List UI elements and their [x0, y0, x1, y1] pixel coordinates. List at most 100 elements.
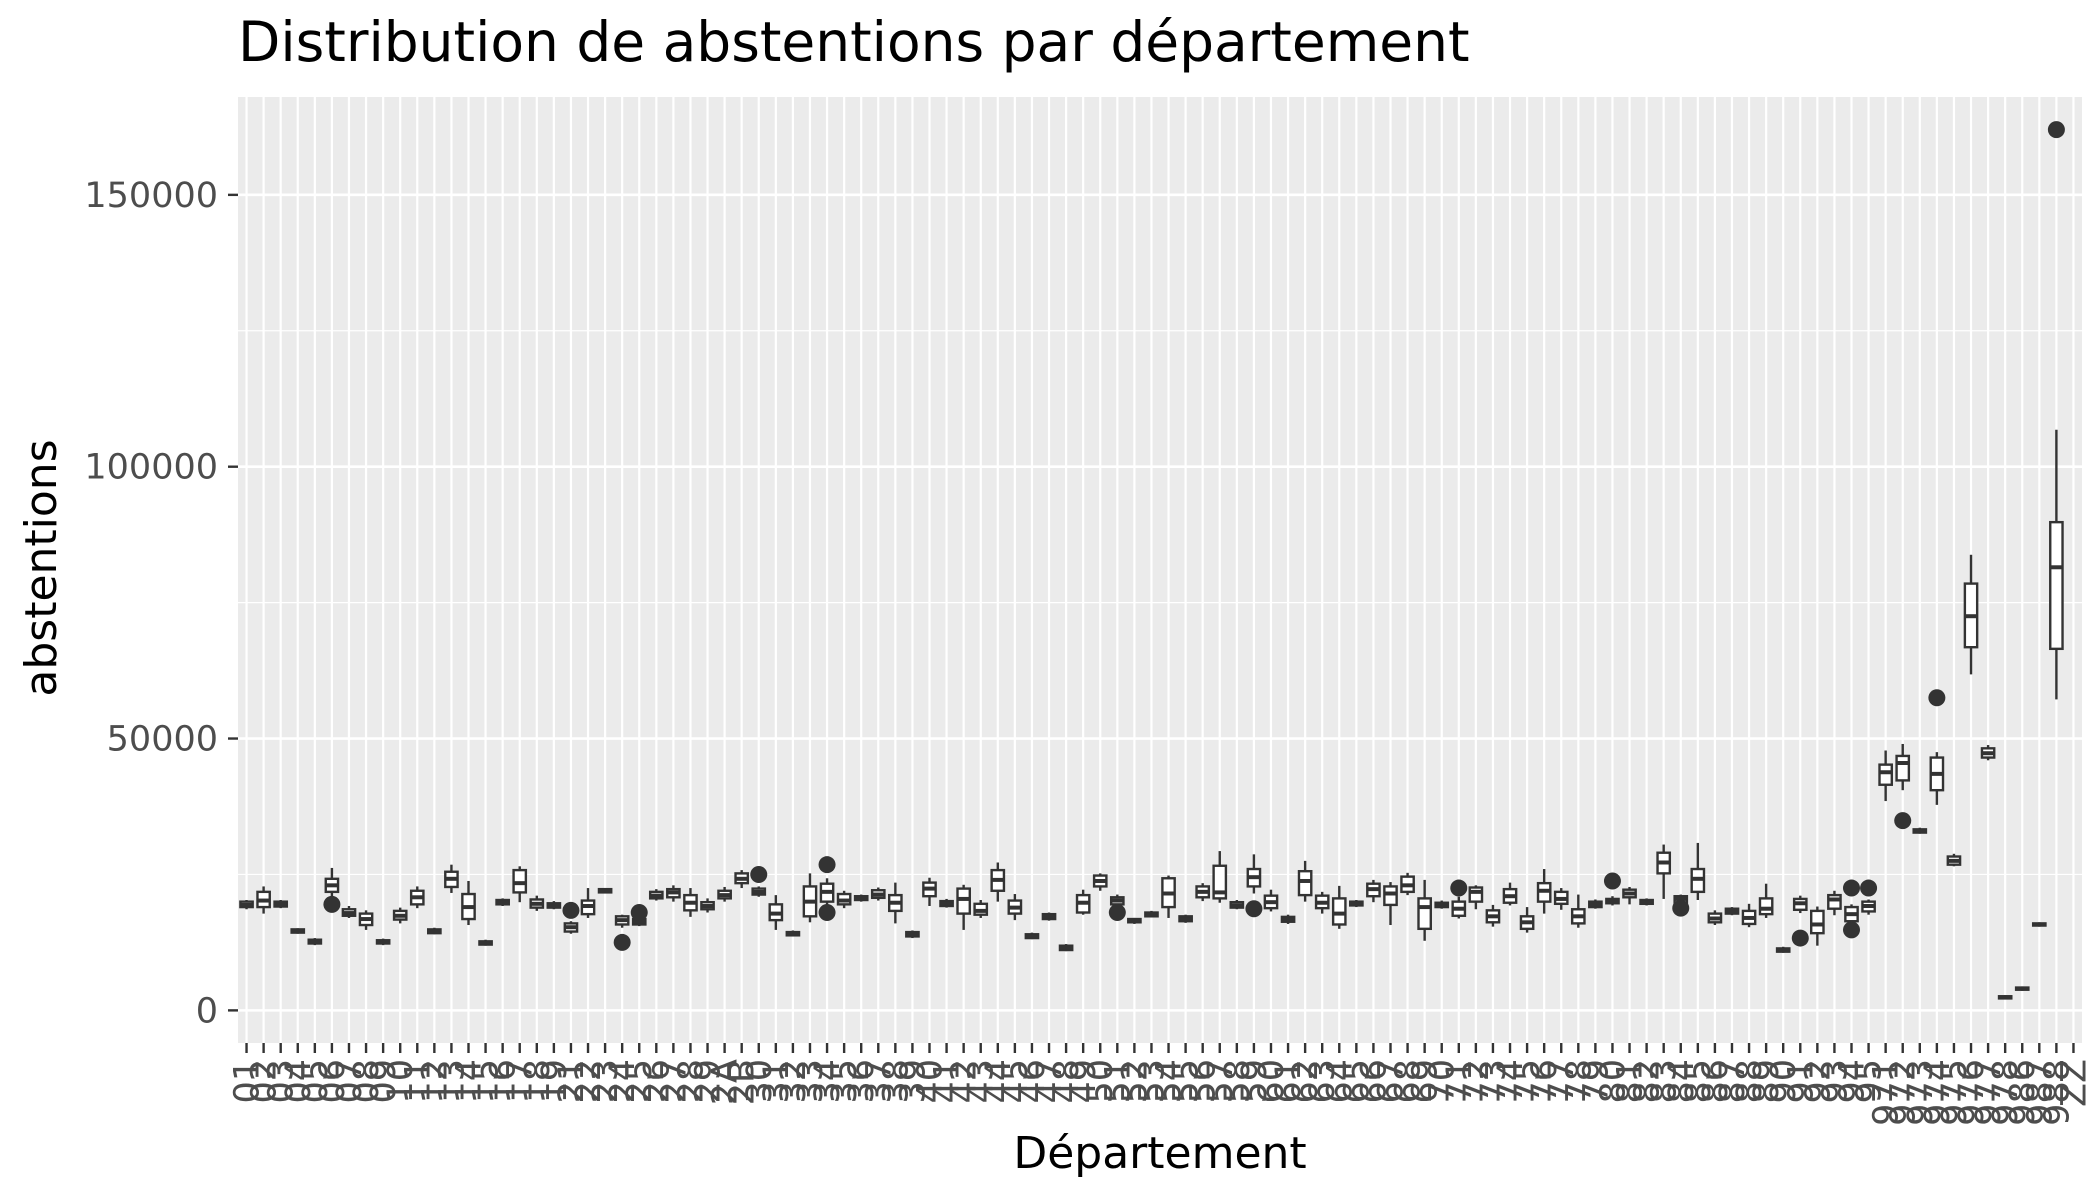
box-23	[597, 887, 613, 894]
box-14	[461, 880, 476, 926]
outlier-point	[1108, 904, 1126, 922]
x-tick-label: 73	[1474, 1059, 1514, 1104]
box-974	[1928, 689, 1946, 805]
x-tick-label: 88	[1730, 1059, 1770, 1104]
x-tick-label: 52	[1115, 1059, 1155, 1104]
box-55	[1178, 914, 1193, 923]
x-tick-label: 89	[1747, 1059, 1787, 1104]
box-81	[1622, 886, 1637, 905]
x-tick-label: 74	[1491, 1059, 1531, 1104]
x-tick-label: 44	[979, 1059, 1019, 1104]
x-tick-label: 08	[347, 1059, 387, 1104]
x-tick-label: 2A	[706, 1059, 746, 1105]
x-tick-label: 54	[1150, 1059, 1190, 1104]
box-32	[785, 930, 801, 937]
box-body	[1297, 869, 1313, 897]
y-tick-label: 0	[196, 991, 218, 1031]
x-tick-label: 93	[1815, 1059, 1855, 1104]
x-tick-label: 14	[450, 1059, 490, 1104]
x-tick-label: 65	[1337, 1059, 1377, 1104]
box-2A	[717, 886, 732, 902]
box-54	[1161, 875, 1176, 918]
outlier-point	[818, 904, 836, 922]
box-88	[1741, 903, 1757, 928]
box-77	[1553, 888, 1569, 910]
box-971	[1878, 750, 1893, 802]
x-tick-label: 80	[1593, 1059, 1633, 1104]
x-tick-label: 06	[313, 1059, 353, 1104]
x-tick-label: 47	[1030, 1059, 1070, 1104]
box-29	[700, 898, 715, 913]
box-19	[546, 901, 562, 910]
x-tick-label: 59	[1235, 1059, 1275, 1104]
x-tick-label: 01	[228, 1059, 268, 1104]
box-79	[1588, 899, 1603, 909]
outlier-point	[1843, 879, 1860, 897]
outlier-point	[750, 865, 768, 883]
x-tick-label: 43	[962, 1059, 1002, 1104]
box-40	[922, 877, 937, 906]
box-52	[1127, 917, 1142, 924]
box-59	[1245, 854, 1263, 918]
box-89	[1758, 883, 1774, 918]
box-body	[1417, 897, 1432, 931]
box-02	[256, 886, 271, 914]
box-39	[905, 930, 920, 939]
box-46	[1024, 932, 1040, 940]
box-36	[853, 894, 869, 902]
x-tick-label: 40	[911, 1059, 951, 1104]
box-33	[802, 873, 818, 923]
outlier-point	[1672, 899, 1690, 917]
x-tick-label: 70	[1423, 1059, 1463, 1104]
x-tick-label: 29	[689, 1059, 729, 1104]
box-17	[512, 866, 528, 903]
y-tick-label: 100000	[84, 448, 218, 488]
box-42	[956, 884, 971, 930]
x-tick-label: 02	[245, 1059, 285, 1104]
x-tick-label: 30	[740, 1059, 780, 1104]
x-tick-label: 46	[1013, 1059, 1053, 1104]
x-tick-label: 976	[1952, 1059, 1992, 1126]
x-tick-label: 55	[1167, 1059, 1207, 1104]
x-tick-label: 63	[1303, 1059, 1343, 1104]
x-tick-label: 988	[2037, 1059, 2077, 1126]
x-tick-label: 42	[945, 1059, 985, 1104]
box-56	[1195, 883, 1211, 902]
x-tick-label: 67	[1372, 1059, 1412, 1104]
x-tick-label: 2B	[723, 1059, 763, 1105]
x-tick-label: 31	[757, 1059, 797, 1104]
box-25	[630, 904, 648, 927]
box-63	[1314, 891, 1330, 914]
box-09	[375, 938, 391, 946]
x-tick-label: 53	[1132, 1059, 1172, 1104]
box-74	[1502, 882, 1518, 906]
x-tick-label: 84	[1662, 1059, 1702, 1104]
outlier-point	[1450, 879, 1468, 897]
box-53	[1144, 910, 1159, 918]
box-body	[1468, 886, 1484, 903]
box-986	[2014, 986, 2030, 991]
box-83	[1656, 844, 1672, 899]
x-tick-label: 16	[484, 1059, 524, 1104]
box-67	[1383, 882, 1398, 926]
box-35	[836, 890, 852, 909]
box-body	[2049, 520, 2064, 651]
y-axis-title: abstentions	[16, 439, 67, 696]
x-tick-label: 39	[893, 1059, 933, 1104]
outlier-point	[1791, 929, 1809, 947]
box-92	[1810, 906, 1825, 946]
x-tick-label: 22	[569, 1059, 609, 1104]
box-65	[1349, 900, 1364, 908]
box-13	[444, 864, 459, 893]
x-tick-label: 85	[1679, 1059, 1719, 1104]
x-tick-label: 95	[1850, 1059, 1890, 1104]
box-22	[580, 888, 596, 918]
box-977	[1980, 745, 1996, 761]
box-08	[358, 910, 374, 930]
box-85	[1690, 842, 1706, 901]
x-tick-label: 18	[518, 1059, 558, 1104]
box-82	[1639, 898, 1654, 906]
x-tick-label: 975	[1935, 1059, 1975, 1126]
box-38	[888, 882, 903, 924]
